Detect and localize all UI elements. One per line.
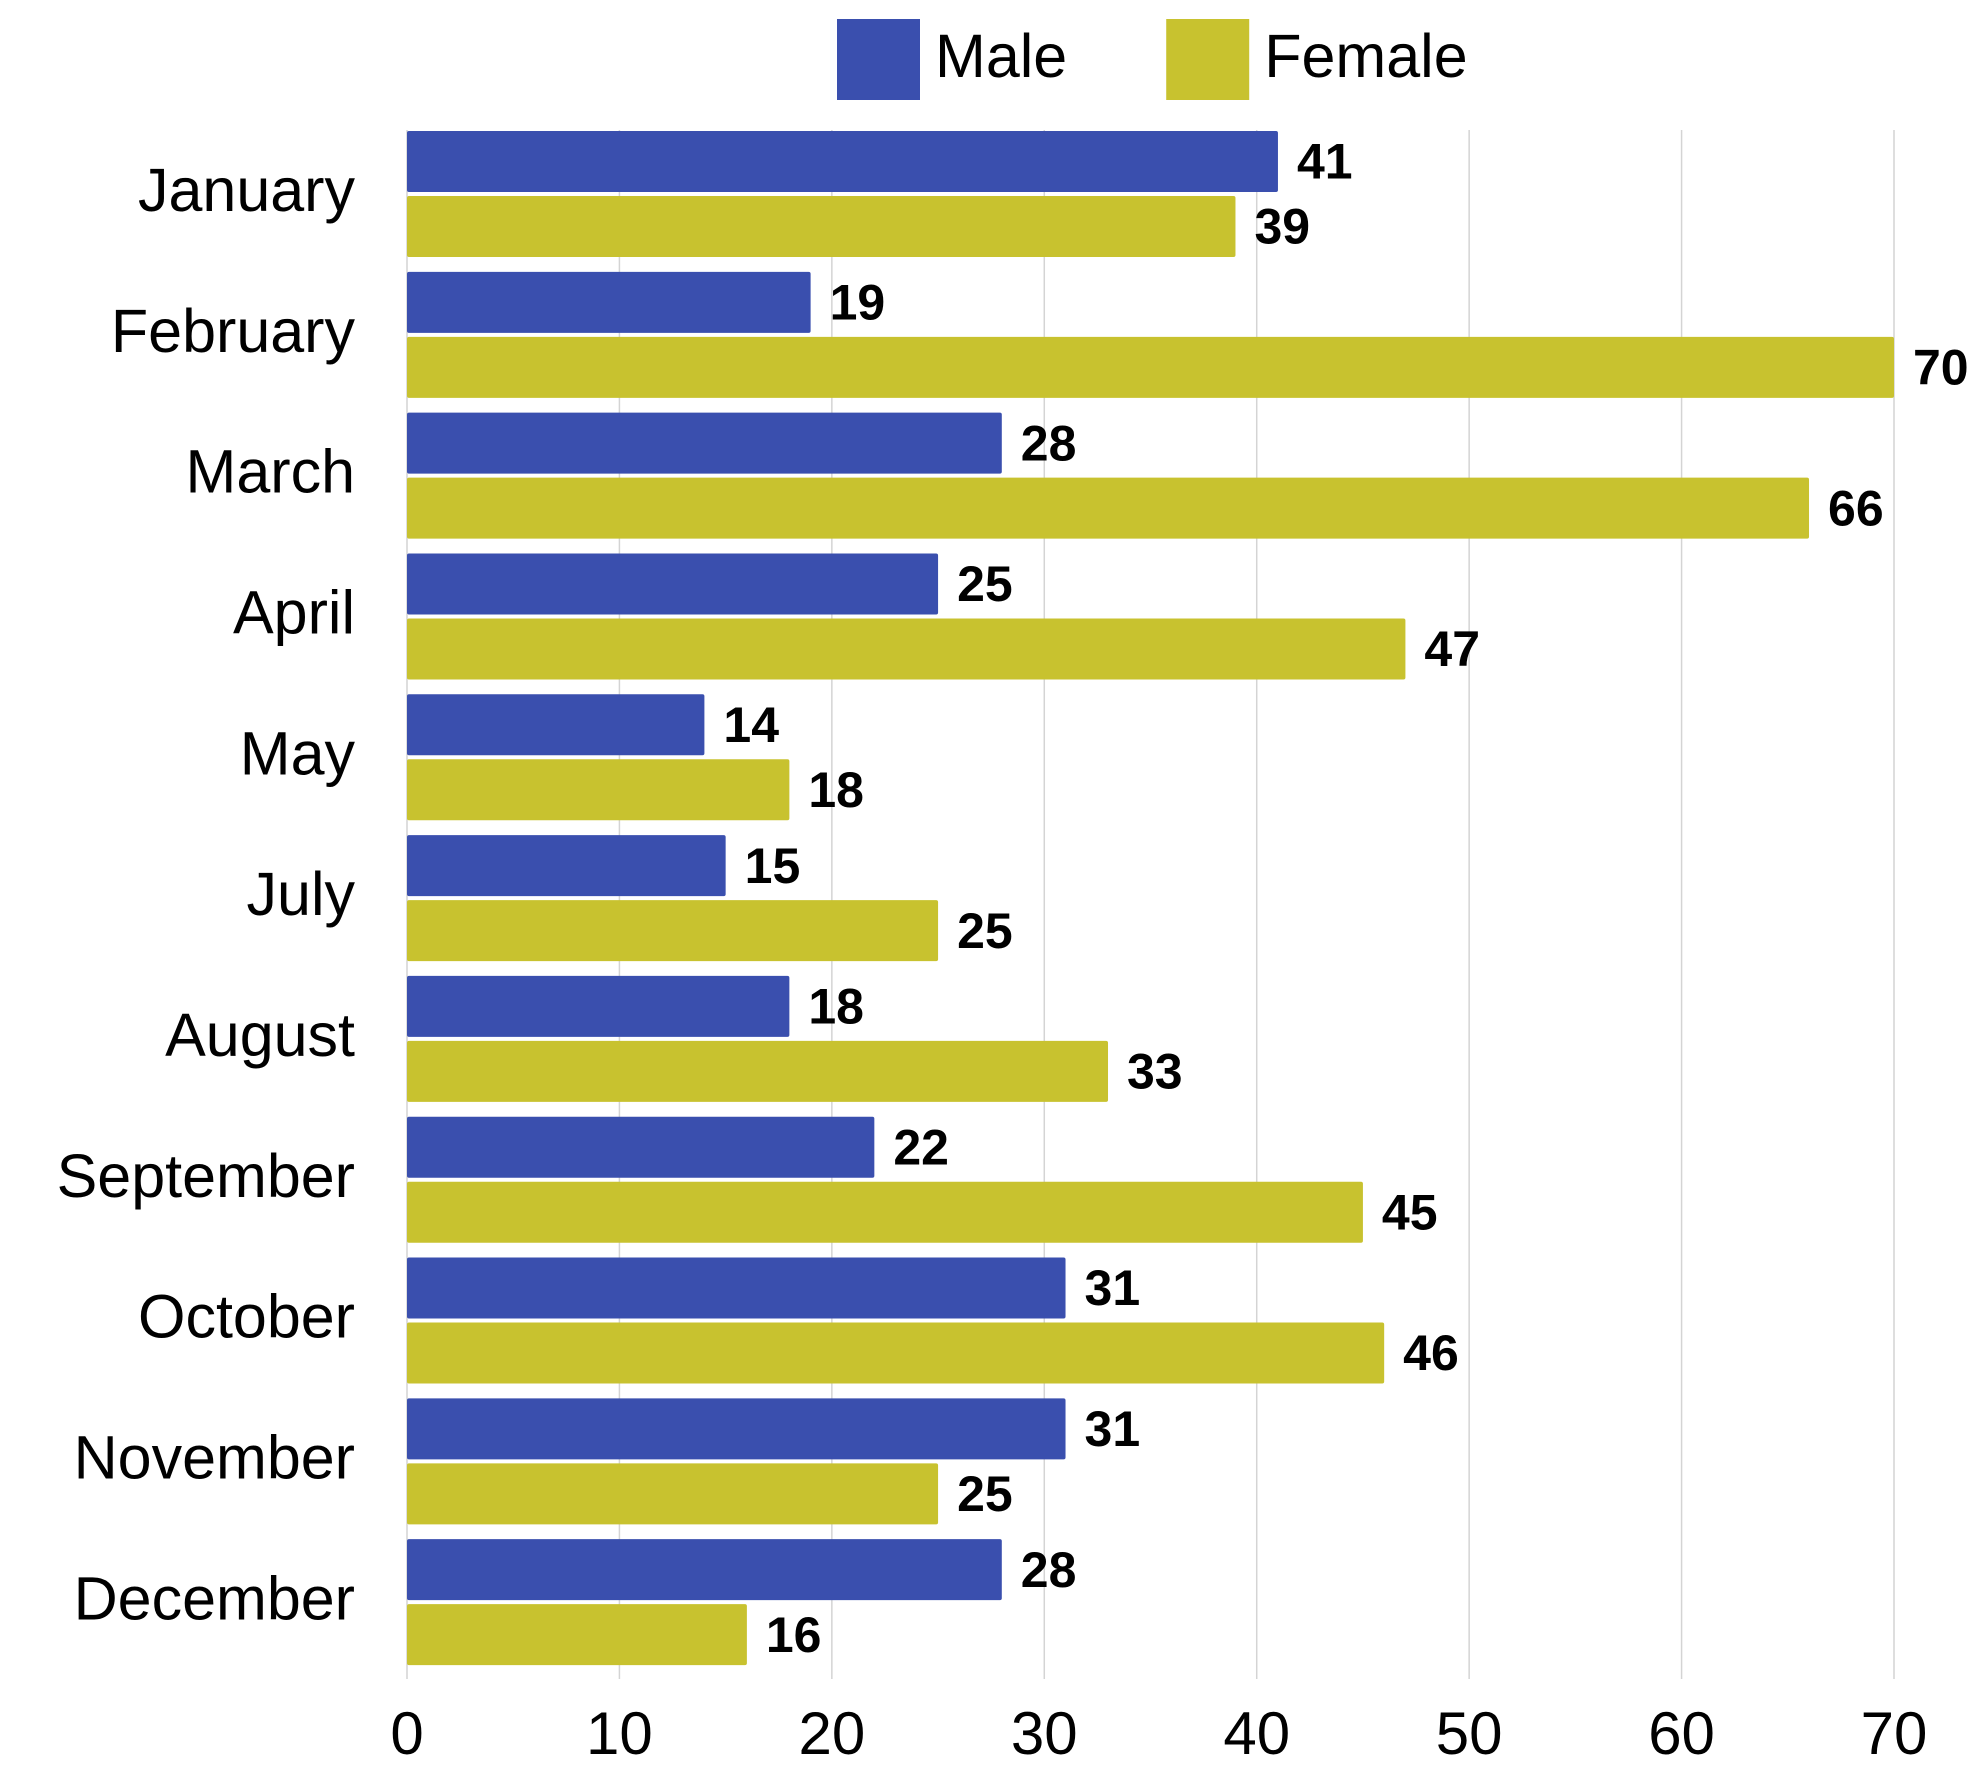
y-tick-label: October bbox=[138, 1283, 355, 1351]
x-tick-label: 50 bbox=[1436, 1700, 1503, 1767]
bar bbox=[407, 900, 939, 962]
x-tick-label: 60 bbox=[1648, 1700, 1715, 1767]
y-tick-label: March bbox=[186, 438, 355, 506]
bar bbox=[407, 1539, 1002, 1601]
bar bbox=[407, 1463, 939, 1525]
x-tick-label: 20 bbox=[798, 1700, 865, 1767]
value-label: 33 bbox=[1127, 1044, 1183, 1100]
bar bbox=[407, 1040, 1109, 1102]
value-label: 31 bbox=[1085, 1260, 1141, 1316]
value-label: 45 bbox=[1382, 1184, 1438, 1240]
value-label: 28 bbox=[1021, 415, 1077, 471]
legend-label: Female bbox=[1264, 22, 1467, 90]
bar bbox=[407, 1257, 1066, 1319]
y-tick-label: December bbox=[74, 1564, 355, 1632]
value-label: 25 bbox=[957, 903, 1013, 959]
value-label: 47 bbox=[1424, 621, 1480, 677]
bar bbox=[407, 271, 811, 333]
x-tick-label: 40 bbox=[1223, 1700, 1290, 1767]
y-tick-label: January bbox=[138, 156, 356, 224]
value-label: 14 bbox=[723, 697, 779, 753]
x-tick-label: 10 bbox=[586, 1700, 653, 1767]
x-tick-label: 30 bbox=[1011, 1700, 1078, 1767]
bar bbox=[407, 131, 1278, 192]
bar bbox=[407, 1398, 1066, 1460]
value-label: 16 bbox=[766, 1607, 822, 1663]
value-label: 19 bbox=[830, 275, 886, 331]
bar bbox=[407, 336, 1894, 398]
bar bbox=[407, 618, 1406, 680]
value-label: 25 bbox=[957, 556, 1013, 612]
bar bbox=[407, 835, 726, 897]
y-tick-label: February bbox=[111, 297, 356, 365]
bar bbox=[407, 1322, 1385, 1384]
value-label: 18 bbox=[808, 979, 864, 1035]
y-tick-label: August bbox=[165, 1001, 355, 1069]
value-label: 28 bbox=[1021, 1542, 1077, 1598]
legend-swatch bbox=[1166, 19, 1250, 100]
y-tick-label: April bbox=[233, 579, 355, 647]
value-label: 39 bbox=[1254, 199, 1310, 255]
x-tick-label: 70 bbox=[1861, 1700, 1928, 1767]
value-label: 31 bbox=[1085, 1401, 1141, 1457]
legend-swatch bbox=[837, 19, 920, 100]
value-label: 15 bbox=[745, 838, 801, 894]
value-label: 46 bbox=[1403, 1325, 1459, 1381]
y-tick-label: September bbox=[57, 1142, 355, 1210]
legend-label: Male bbox=[935, 22, 1067, 90]
bar bbox=[407, 759, 790, 821]
y-tick-label: November bbox=[74, 1423, 355, 1491]
x-tick-label: 0 bbox=[390, 1700, 423, 1767]
bar bbox=[407, 1181, 1363, 1243]
bar bbox=[407, 196, 1236, 257]
y-tick-label: May bbox=[240, 719, 356, 787]
bar bbox=[407, 553, 939, 615]
value-label: 70 bbox=[1913, 340, 1969, 396]
value-label: 41 bbox=[1297, 134, 1353, 190]
bar bbox=[407, 975, 790, 1037]
bar bbox=[407, 412, 1002, 474]
bar bbox=[407, 1604, 747, 1666]
value-label: 18 bbox=[808, 762, 864, 818]
bar bbox=[407, 694, 705, 756]
bar bbox=[407, 1116, 875, 1178]
value-label: 22 bbox=[893, 1119, 949, 1175]
bar bbox=[407, 477, 1810, 539]
value-label: 66 bbox=[1828, 480, 1884, 536]
value-label: 25 bbox=[957, 1466, 1013, 1522]
y-tick-label: July bbox=[247, 860, 356, 928]
